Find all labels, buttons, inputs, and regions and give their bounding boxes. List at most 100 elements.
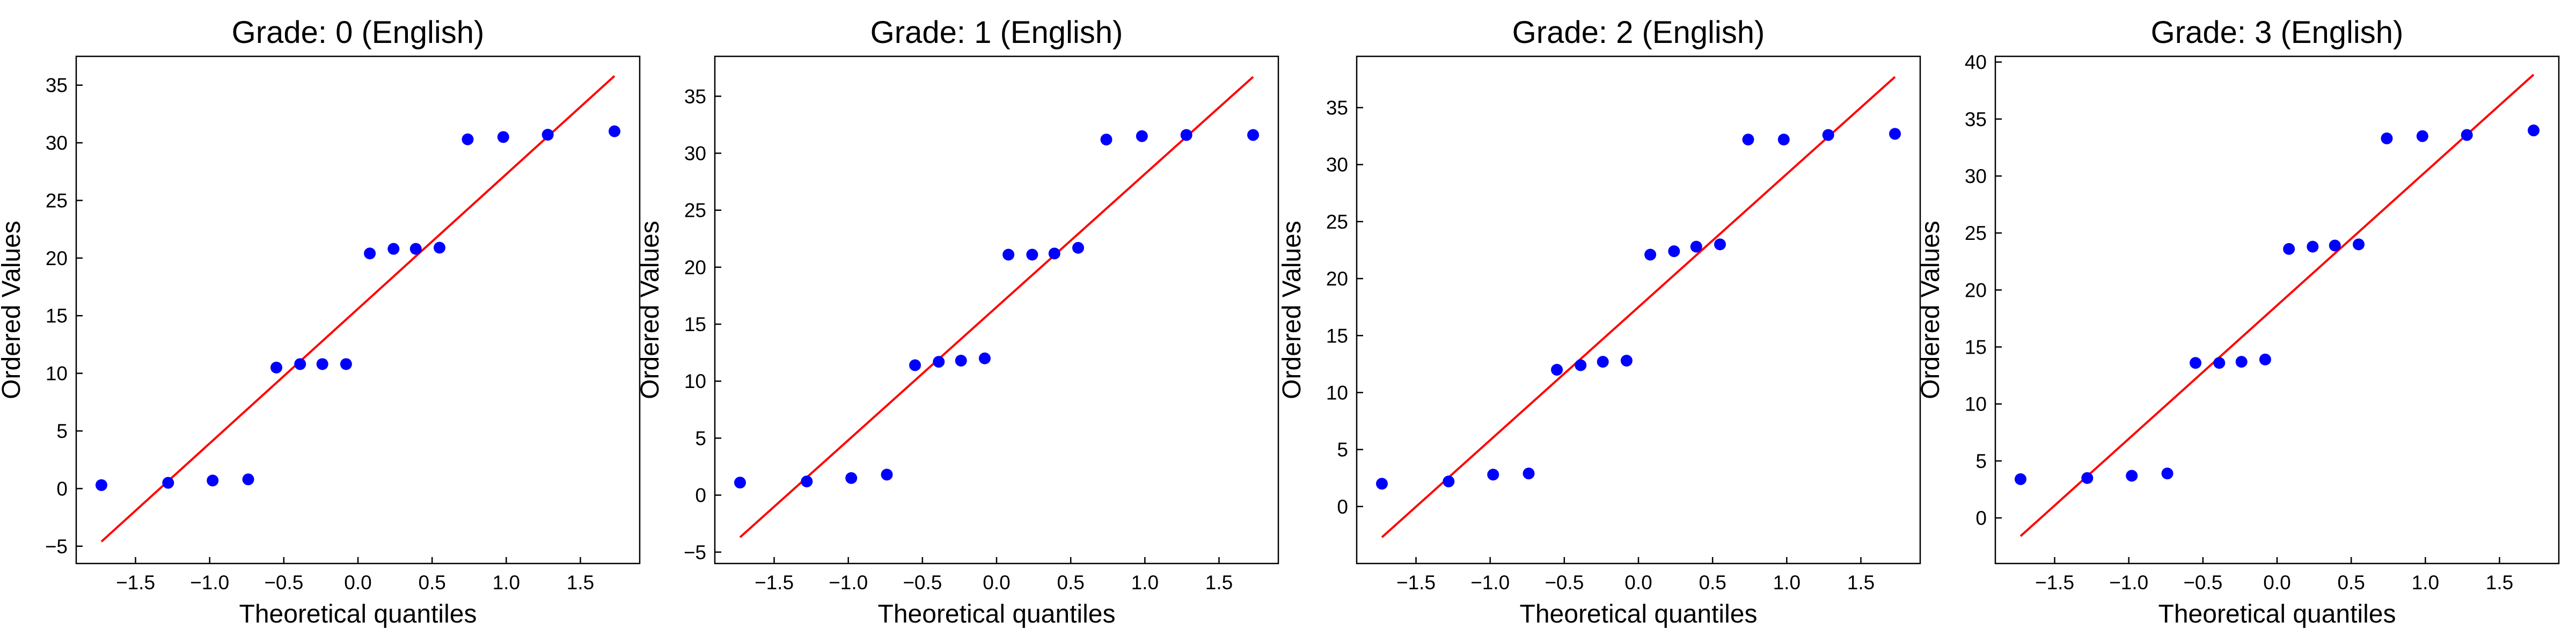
data-point [162, 477, 174, 489]
x-tick-label: 1.0 [2412, 572, 2439, 594]
y-tick-label: 10 [1326, 382, 1348, 404]
data-point [462, 133, 474, 145]
data-point [2235, 356, 2248, 368]
data-point [2213, 357, 2226, 369]
data-point [1889, 128, 1901, 140]
data-point [2161, 467, 2174, 480]
data-point [2329, 239, 2341, 252]
data-point [294, 358, 306, 370]
x-tick-label: −1.5 [116, 572, 155, 594]
chart-panel-3: Grade: 3 (English) −1.5 −1.0 −0.5 0.0 0.5 1.0 1… [1916, 15, 2560, 628]
data-point [1048, 247, 1060, 260]
data-point [242, 473, 254, 486]
y-tick-label: 30 [684, 143, 706, 165]
data-point [433, 241, 445, 254]
x-tick-label: 0.5 [418, 572, 445, 594]
data-point [2352, 238, 2365, 251]
fit-line [1381, 76, 1896, 538]
y-tick-label: 35 [1965, 108, 1987, 130]
y-tick-label: 5 [1337, 439, 1348, 461]
x-axis-label: Theoretical quantiles [2158, 600, 2396, 628]
data-point [2381, 132, 2393, 144]
y-tick-label: 20 [1965, 279, 1987, 301]
x-tick-label: −1.0 [2109, 572, 2148, 594]
y-tick-label: −5 [45, 536, 68, 558]
y-tick-label: 0 [695, 485, 706, 507]
y-tick-label: 25 [46, 189, 68, 211]
y-axis-label: Ordered Values [1916, 221, 1945, 399]
data-point [270, 361, 283, 374]
data-point [1136, 130, 1148, 142]
x-axis-label: Theoretical quantiles [878, 600, 1116, 628]
y-tick-label: 30 [46, 132, 68, 154]
data-point [409, 243, 422, 255]
x-tick-label: 1.5 [1847, 572, 1875, 594]
y-tick-label: 15 [1326, 325, 1348, 347]
data-point [1822, 129, 1834, 141]
x-tick-label: 1.5 [1205, 572, 1233, 594]
x-tick-label: 1.0 [1773, 572, 1801, 594]
data-point [2126, 470, 2138, 482]
x-tick-label: −0.5 [264, 572, 303, 594]
data-point [1597, 356, 1609, 368]
chart-title: Grade: 0 (English) [232, 15, 485, 50]
x-tick-label: −0.5 [1545, 572, 1584, 594]
x-axis-label: Theoretical quantiles [1520, 600, 1758, 628]
y-tick-label: 25 [1326, 211, 1348, 233]
data-point [1523, 467, 1535, 480]
fit-line [2019, 74, 2535, 537]
data-point [2283, 243, 2295, 255]
data-point [2014, 473, 2026, 485]
x-tick-label: 0.0 [1624, 572, 1652, 594]
data-point [2528, 125, 2540, 137]
x-tick-label: −1.0 [190, 572, 229, 594]
data-point [387, 243, 400, 255]
y-tick-label: 30 [1326, 154, 1348, 176]
data-point [1690, 240, 1702, 253]
data-point [1443, 475, 1455, 488]
x-tick-label: −1.0 [1470, 572, 1510, 594]
x-tick-label: −1.5 [2035, 572, 2074, 594]
y-tick-label: 20 [684, 257, 706, 279]
data-point [1551, 363, 1563, 376]
y-axis-label: Ordered Values [1278, 221, 1306, 399]
y-tick-label: 15 [1965, 336, 1987, 358]
fit-line [100, 75, 616, 543]
data-point [340, 358, 352, 370]
data-point [2416, 130, 2428, 142]
data-point [497, 131, 509, 143]
y-tick-label: 35 [1326, 97, 1348, 119]
y-tick-label: 5 [695, 427, 706, 449]
data-point [2259, 353, 2271, 365]
data-point [2190, 357, 2202, 369]
data-point [1644, 248, 1657, 261]
data-point [1620, 355, 1633, 367]
data-point [1375, 478, 1388, 490]
chart-title: Grade: 2 (English) [1512, 15, 1765, 50]
y-tick-label: 25 [684, 200, 706, 222]
y-tick-label: 0 [56, 478, 68, 500]
data-point [207, 474, 219, 487]
plot-frame [1356, 55, 1921, 565]
y-tick-label: 40 [1965, 52, 1987, 74]
x-tick-label: 1.0 [1131, 572, 1159, 594]
y-axis-label: Ordered Values [636, 221, 664, 399]
y-tick-label: 10 [1965, 393, 1987, 415]
y-tick-label: 10 [684, 370, 706, 392]
y-tick-label: 30 [1965, 165, 1987, 187]
data-point [1714, 238, 1726, 251]
data-point [933, 356, 945, 368]
x-tick-label: −1.5 [1396, 572, 1436, 594]
y-tick-label: 5 [1975, 450, 1987, 472]
data-point [909, 359, 921, 371]
data-point [316, 358, 328, 370]
y-tick-label: 35 [46, 75, 68, 97]
data-point [2307, 240, 2319, 253]
data-point [1002, 248, 1015, 261]
x-tick-label: 1.5 [2486, 572, 2513, 594]
data-point [978, 352, 991, 364]
y-tick-label: 0 [1975, 507, 1987, 529]
chart-panel-0: Grade: 0 (English) −1.5 −1.0 −0.5 0.0 0.5 1.0 1… [0, 15, 641, 628]
data-point [845, 472, 858, 484]
data-point [1072, 241, 1084, 254]
